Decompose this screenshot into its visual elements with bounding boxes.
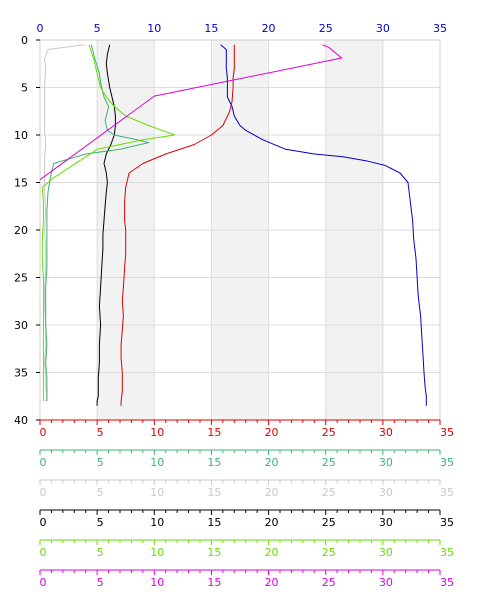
- bottom-tick-label-lightgray-5: 5: [97, 486, 104, 499]
- bottom-tick-label-lawngreen-10: 10: [150, 546, 164, 559]
- bottom-tick-label-red-30: 30: [379, 426, 393, 439]
- bottom-tick-label-lightgray-20: 20: [265, 486, 279, 499]
- bottom-tick-label-lightgray-15: 15: [207, 486, 221, 499]
- series-line-mediumseagreen: [45, 44, 150, 401]
- bottom-tick-label-magenta-10: 10: [150, 576, 164, 589]
- bottom-tick-label-lawngreen-0: 0: [40, 546, 47, 559]
- series-line-blue: [220, 44, 427, 406]
- bottom-tick-label-mediumseagreen-5: 5: [97, 456, 104, 469]
- bottom-tick-label-mediumseagreen-15: 15: [207, 456, 221, 469]
- bottom-tick-label-lightgray-35: 35: [440, 486, 454, 499]
- y-tick-label-20: 20: [14, 224, 28, 237]
- y-tick-label-25: 25: [14, 272, 28, 285]
- bottom-tick-label-magenta-15: 15: [207, 576, 221, 589]
- top-tick-label-30: 30: [376, 22, 390, 35]
- bottom-tick-label-lawngreen-15: 15: [207, 546, 221, 559]
- bottom-tick-label-mediumseagreen-35: 35: [440, 456, 454, 469]
- bottom-tick-label-red-5: 5: [97, 426, 104, 439]
- bottom-tick-label-lightgray-10: 10: [150, 486, 164, 499]
- top-tick-label-5: 5: [94, 22, 101, 35]
- series-line-magenta: [39, 44, 343, 181]
- bottom-tick-label-mediumseagreen-20: 20: [265, 456, 279, 469]
- bottom-tick-label-red-35: 35: [440, 426, 454, 439]
- bottom-tick-label-lawngreen-5: 5: [97, 546, 104, 559]
- series-line-black: [96, 44, 116, 406]
- bottom-tick-label-lawngreen-35: 35: [440, 546, 454, 559]
- bottom-tick-label-lightgray-30: 30: [379, 486, 393, 499]
- y-tick-label-15: 15: [14, 177, 28, 190]
- series-line-red: [120, 44, 235, 406]
- top-tick-label-15: 15: [204, 22, 218, 35]
- bottom-tick-label-black-35: 35: [440, 516, 454, 529]
- bottom-tick-label-red-10: 10: [150, 426, 164, 439]
- bottom-tick-label-black-0: 0: [40, 516, 47, 529]
- bottom-tick-label-mediumseagreen-25: 25: [322, 456, 336, 469]
- series-line-lawngreen: [41, 44, 176, 401]
- bottom-tick-label-black-5: 5: [97, 516, 104, 529]
- bottom-tick-label-magenta-35: 35: [440, 576, 454, 589]
- bottom-tick-label-mediumseagreen-30: 30: [379, 456, 393, 469]
- bottom-tick-label-red-25: 25: [322, 426, 336, 439]
- bottom-tick-label-black-25: 25: [322, 516, 336, 529]
- y-tick-label-40: 40: [14, 414, 28, 427]
- bottom-tick-label-mediumseagreen-0: 0: [40, 456, 47, 469]
- bottom-tick-label-magenta-25: 25: [322, 576, 336, 589]
- bottom-tick-label-red-20: 20: [265, 426, 279, 439]
- bottom-tick-label-black-10: 10: [150, 516, 164, 529]
- bottom-tick-label-magenta-0: 0: [40, 576, 47, 589]
- bottom-tick-label-lightgray-0: 0: [40, 486, 47, 499]
- bottom-tick-label-red-15: 15: [207, 426, 221, 439]
- bottom-tick-label-black-20: 20: [265, 516, 279, 529]
- bottom-tick-label-black-30: 30: [379, 516, 393, 529]
- bottom-tick-label-lawngreen-25: 25: [322, 546, 336, 559]
- bottom-tick-label-lawngreen-30: 30: [379, 546, 393, 559]
- top-tick-label-35: 35: [433, 22, 447, 35]
- y-tick-label-0: 0: [21, 34, 28, 47]
- bottom-tick-label-lawngreen-20: 20: [265, 546, 279, 559]
- y-tick-label-35: 35: [14, 367, 28, 380]
- bottom-tick-label-magenta-5: 5: [97, 576, 104, 589]
- top-tick-label-10: 10: [147, 22, 161, 35]
- y-tick-label-30: 30: [14, 319, 28, 332]
- series-line-lightgray: [44, 44, 85, 402]
- bottom-tick-label-black-15: 15: [207, 516, 221, 529]
- top-tick-label-20: 20: [262, 22, 276, 35]
- y-tick-label-10: 10: [14, 129, 28, 142]
- bottom-tick-label-mediumseagreen-10: 10: [150, 456, 164, 469]
- top-tick-label-25: 25: [319, 22, 333, 35]
- bottom-tick-label-lightgray-25: 25: [322, 486, 336, 499]
- bottom-tick-label-magenta-30: 30: [379, 576, 393, 589]
- y-tick-label-5: 5: [21, 82, 28, 95]
- top-tick-label-0: 0: [37, 22, 44, 35]
- bottom-tick-label-magenta-20: 20: [265, 576, 279, 589]
- bottom-tick-label-red-0: 0: [40, 426, 47, 439]
